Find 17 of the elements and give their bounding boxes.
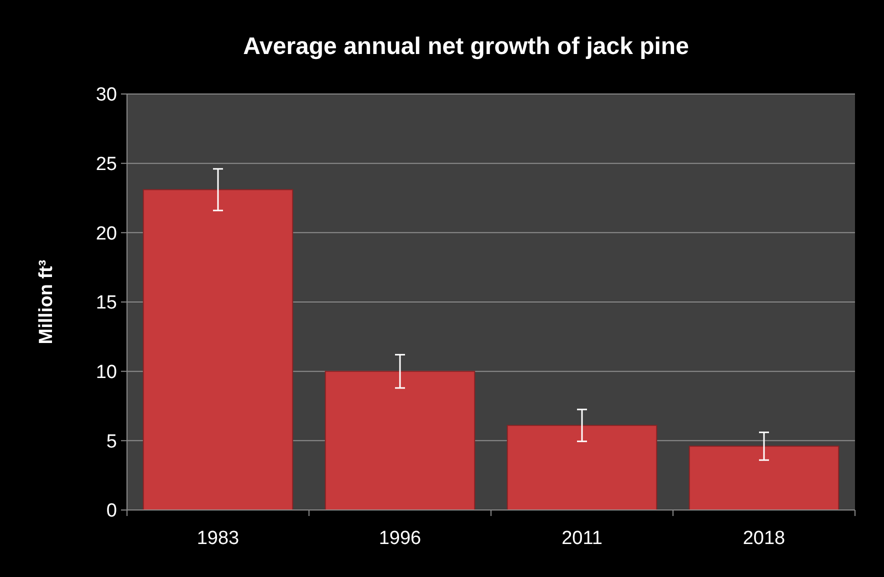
y-axis-title: Million ft³ xyxy=(36,260,57,344)
x-tick-label: 1996 xyxy=(378,528,422,549)
x-tick-label: 2018 xyxy=(742,528,786,549)
y-tick-label: 10 xyxy=(96,362,117,383)
x-tick-label: 1983 xyxy=(196,528,240,549)
chart-title: Average annual net growth of jack pine xyxy=(243,33,689,60)
y-tick-label: 15 xyxy=(96,292,117,314)
bar xyxy=(142,189,294,510)
bar xyxy=(688,446,840,510)
y-tick-label: 25 xyxy=(96,154,117,175)
x-tick-label: 2011 xyxy=(562,528,602,549)
bar xyxy=(324,370,476,510)
y-tick-label: 5 xyxy=(106,431,117,452)
y-tick-label: 20 xyxy=(96,223,117,244)
y-tick-label: 30 xyxy=(96,84,117,106)
y-tick-label: 0 xyxy=(106,500,117,522)
bar xyxy=(506,424,658,510)
